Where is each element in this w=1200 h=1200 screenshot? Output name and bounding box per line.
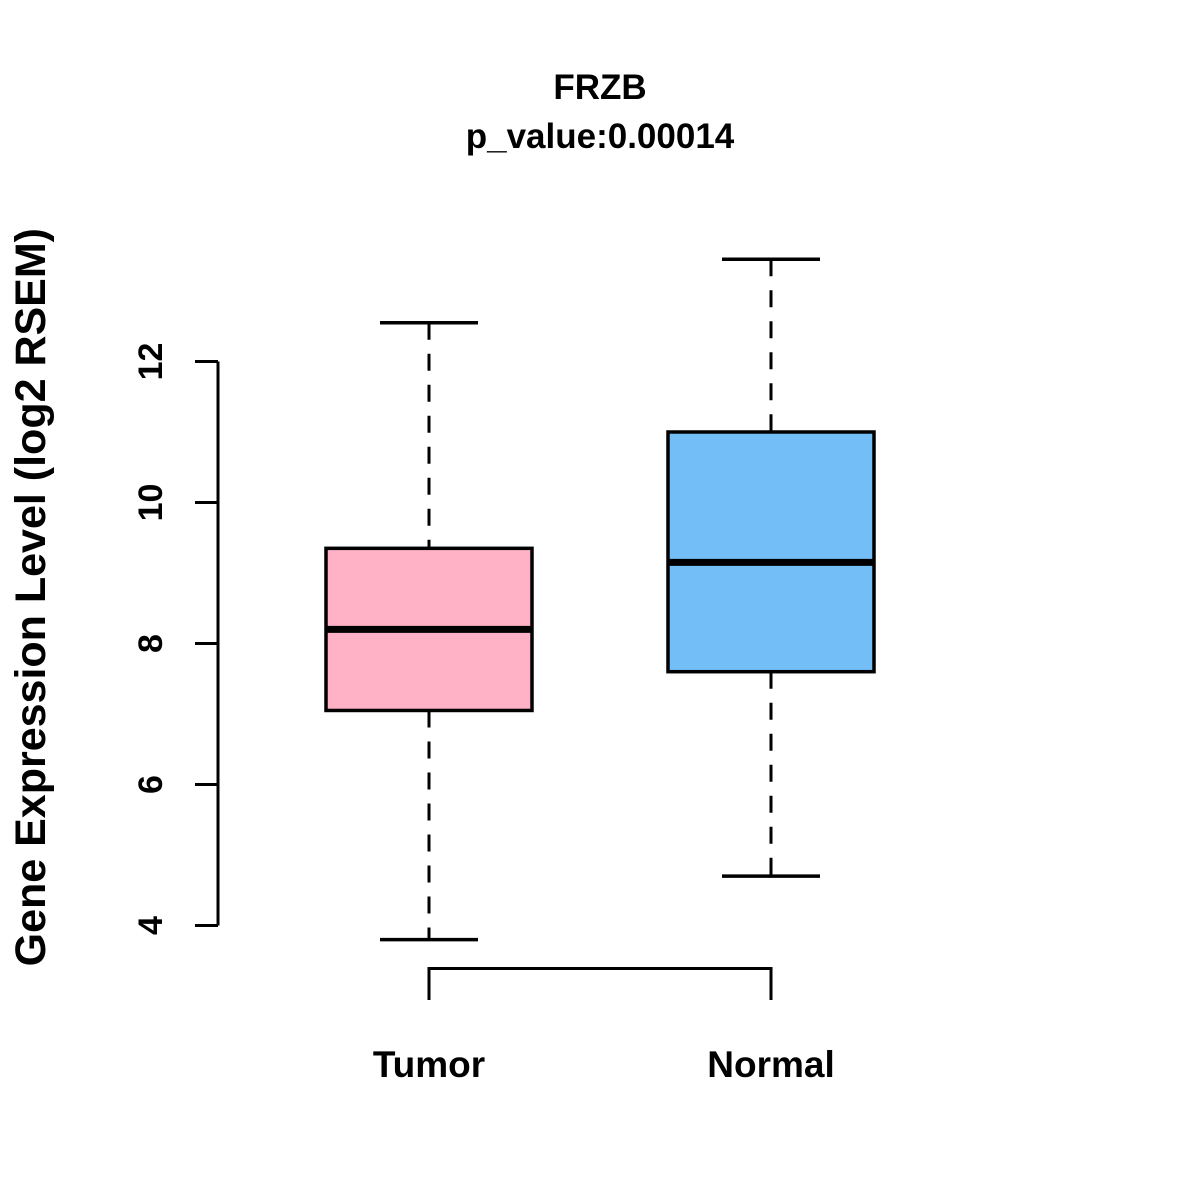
y-tick-label: 12 bbox=[132, 343, 170, 381]
y-tick-label: 10 bbox=[132, 484, 170, 522]
y-tick-label: 8 bbox=[132, 634, 170, 653]
comparison-bracket bbox=[427, 967, 773, 1000]
category-label-tumor: Tumor bbox=[373, 1044, 485, 1085]
chart-title: FRZB bbox=[553, 68, 647, 107]
y-tick-label: 6 bbox=[132, 775, 170, 794]
chart-subtitle: p_value:0.00014 bbox=[465, 117, 735, 156]
y-tick-label: 4 bbox=[132, 916, 170, 935]
category-label-normal: Normal bbox=[707, 1044, 834, 1085]
box-normal bbox=[666, 430, 876, 674]
